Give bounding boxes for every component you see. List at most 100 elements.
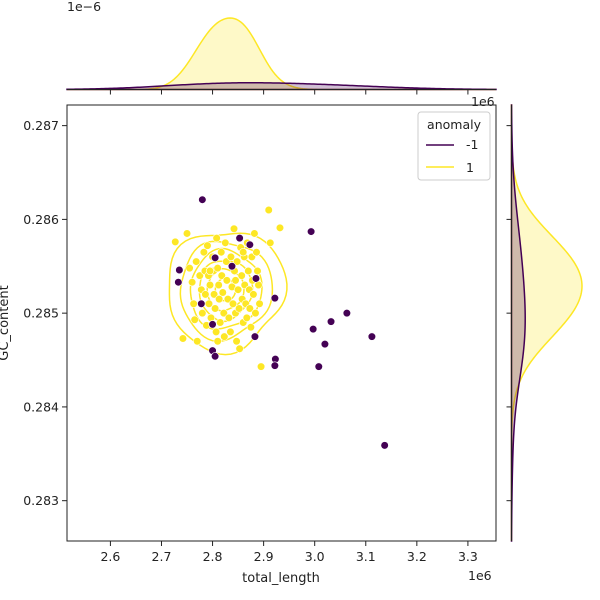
scatter-point-normal: [275, 223, 285, 232]
y-axis-ticks: 0.283 0.284 0.285 0.286 0.287: [23, 118, 67, 508]
scatter-point-normal: [226, 252, 236, 261]
x-tick-label: 2.6: [100, 549, 120, 564]
scatter-point-normal: [217, 271, 226, 280]
scatter-point-normal: [224, 313, 233, 322]
y-tick-label: 0.287: [23, 118, 59, 133]
x-tick-label: 2.7: [152, 549, 172, 564]
right-kde-series-neg1: [510, 104, 526, 542]
scatter-point-normal: [188, 278, 197, 287]
scatter-point-normal: [235, 344, 244, 353]
plot-frame: [66, 104, 497, 542]
legend-box: [417, 111, 491, 181]
scatter-point-normal: [217, 248, 226, 257]
scatter-point-normal: [189, 299, 198, 308]
scatter-point-normal: [222, 276, 231, 285]
scatter-point-normal: [214, 280, 223, 290]
scatter-point-normal: [182, 229, 192, 238]
y-tick-label: 0.284: [23, 399, 59, 414]
x-tick-label: 3.2: [407, 549, 427, 564]
main-plot: 2.6 2.7 2.8 2.9 3.0 3.1 3.2 3.3 0.283 0.284 0.285…: [0, 104, 497, 586]
scatter-point-normal: [211, 304, 220, 313]
scatter-points: [171, 195, 389, 450]
scatter-point-normal: [232, 257, 242, 266]
top-marginal: 1e−6: [66, 0, 497, 95]
scatter-point-anomaly: [198, 195, 207, 204]
x-axis-label: total_length: [242, 571, 320, 586]
scatter-point-anomaly: [307, 227, 316, 236]
scatter-point-normal: [244, 266, 253, 276]
scatter-point-normal: [178, 334, 188, 343]
scatter-point-normal: [266, 238, 275, 247]
x-tick-label: 3.0: [305, 549, 325, 564]
scatter-point-normal: [229, 224, 239, 233]
scatter-point-normal: [250, 229, 259, 238]
scatter-point-anomaly: [227, 262, 237, 271]
legend: anomaly -1 1: [417, 111, 491, 181]
y-axis-label: GC_content: [0, 285, 12, 360]
y-tick-label: 0.283: [23, 493, 59, 508]
scatter-point-normal: [233, 285, 243, 294]
scatter-point-normal: [205, 280, 215, 290]
scatter-point-normal: [232, 337, 241, 346]
scatter-point-anomaly: [208, 320, 217, 329]
scatter-point-normal: [193, 337, 202, 346]
scatter-point-normal: [198, 309, 207, 318]
scatter-point-normal: [226, 327, 235, 337]
scatter-point-normal: [220, 332, 229, 341]
y-tick-label: 0.286: [23, 212, 59, 227]
x-axis-ticks: 2.6 2.7 2.8 2.9 3.0 3.1 3.2 3.3: [100, 541, 478, 564]
scatter-point-anomaly: [320, 340, 330, 349]
scatter-point-normal: [199, 248, 208, 257]
top-kde-series-neg1: [66, 82, 497, 91]
scatter-point-normal: [253, 266, 262, 276]
scatter-point-normal: [185, 264, 194, 273]
scatter-point-anomaly: [211, 253, 220, 262]
scatter-point-anomaly: [367, 332, 377, 341]
x-tick-label: 2.8: [203, 549, 223, 564]
scatter-point-normal: [213, 264, 222, 273]
scatter-point-anomaly: [250, 332, 260, 341]
scatter-point-normal: [249, 290, 258, 299]
scatter-point-normal: [256, 362, 266, 371]
scatter-point-normal: [219, 309, 228, 318]
top-marginal-offset-label: 1e−6: [67, 0, 101, 14]
x-offset-label: 1e6: [468, 568, 492, 583]
scatter-point-normal: [246, 323, 255, 332]
scatter-point-normal: [201, 290, 210, 299]
scatter-point-normal: [215, 294, 224, 304]
scatter-point-normal: [203, 241, 212, 250]
scatter-point-anomaly: [251, 274, 261, 283]
scatter-point-normal: [237, 271, 246, 280]
scatter-point-anomaly: [342, 309, 351, 318]
scatter-point-normal: [264, 205, 273, 215]
density-contour: [179, 240, 274, 343]
scatter-point-anomaly: [314, 362, 323, 371]
scatter-point-normal: [223, 294, 232, 304]
scatter-point-normal: [235, 304, 244, 313]
scatter-point-anomaly: [245, 240, 254, 249]
scatter-point-anomaly: [175, 265, 184, 275]
legend-label-1: 1: [466, 160, 474, 175]
scatter-point-anomaly: [326, 317, 336, 326]
scatter-point-normal: [239, 248, 248, 257]
scatter-point-anomaly: [174, 278, 183, 287]
x-tick-label: 3.3: [458, 549, 478, 564]
scatter-point-normal: [213, 337, 222, 346]
scatter-point-anomaly: [211, 352, 220, 361]
scatter-point-normal: [216, 318, 225, 327]
legend-title: anomaly: [427, 117, 482, 132]
scatter-point-normal: [252, 248, 261, 257]
scatter-point-normal: [192, 257, 201, 266]
scatter-point-normal: [209, 290, 219, 299]
scatter-point-normal: [212, 234, 221, 243]
right-marginal-offset-label: 1e6: [471, 94, 495, 109]
legend-label-neg1: -1: [466, 137, 478, 152]
scatter-point-normal: [251, 309, 260, 318]
scatter-point-normal: [195, 271, 204, 280]
top-kde-series-1: [67, 17, 496, 91]
scatter-point-anomaly: [197, 299, 206, 308]
scatter-point-normal: [218, 288, 227, 297]
scatter-point-anomaly: [380, 441, 389, 450]
x-tick-label: 3.1: [356, 549, 376, 564]
